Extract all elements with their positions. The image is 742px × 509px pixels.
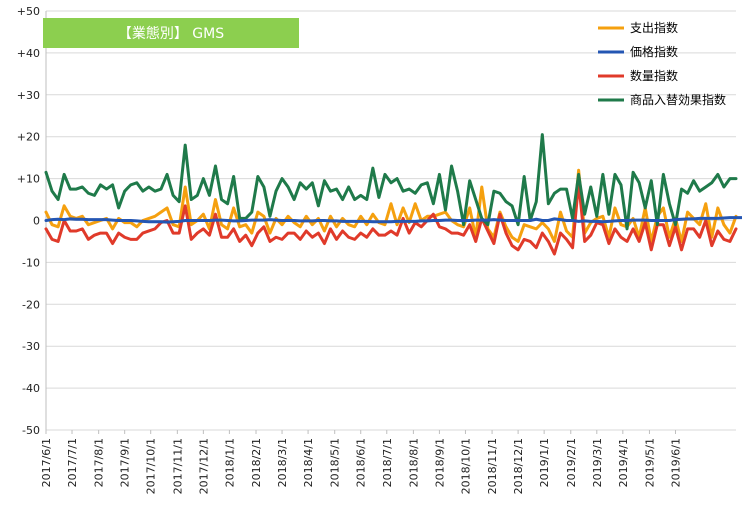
x-tick-label: 2018/10/1: [459, 438, 472, 494]
y-tick-label: 0: [33, 215, 40, 228]
x-tick-label: 2018/5/1: [329, 438, 342, 487]
x-tick-label: 2018/3/1: [276, 438, 289, 487]
chart-title-box: 【業態別】 GMS: [43, 18, 299, 48]
x-tick-label: 2019/1/1: [538, 438, 551, 487]
x-tick-label: 2017/6/1: [40, 438, 53, 487]
y-tick-label: +40: [17, 47, 40, 60]
x-tick-label: 2018/7/1: [381, 438, 394, 487]
y-tick-label: +20: [17, 131, 40, 144]
x-tick-label: 2017/12/1: [197, 438, 210, 494]
x-tick-label: 2017/10/1: [145, 438, 158, 494]
y-tick-label: -30: [22, 340, 40, 353]
x-tick-label: 2019/5/1: [643, 438, 656, 487]
y-tick-label: +50: [17, 5, 40, 18]
x-tick-label: 2017/8/1: [93, 438, 106, 487]
legend-label: 数量指数: [630, 68, 678, 83]
x-tick-label: 2019/3/1: [591, 438, 604, 487]
series-line-0: [44, 168, 738, 243]
y-tick-label: +10: [17, 173, 40, 186]
x-tick-label: 2018/2/1: [250, 438, 263, 487]
gridlines: [46, 10, 736, 431]
x-tick-label: 2018/4/1: [302, 438, 315, 487]
y-tick-label: +30: [17, 89, 40, 102]
chart-title-background: [43, 18, 299, 48]
y-tick-label: -50: [22, 424, 40, 437]
x-tick-label: 2018/12/1: [512, 438, 525, 494]
series-line-1: [44, 216, 742, 224]
y-tick-label: -40: [22, 382, 40, 395]
x-tick-label: 2018/9/1: [433, 438, 446, 487]
y-tick-label: -20: [22, 298, 40, 311]
legend-label: 価格指数: [630, 44, 678, 59]
chart-title: 【業態別】 GMS: [118, 26, 224, 42]
x-tick-label: 2017/11/1: [171, 438, 184, 494]
x-tick-label: 2017/7/1: [66, 438, 79, 487]
series-line-3: [44, 133, 738, 231]
x-tick-label: 2019/4/1: [617, 438, 630, 487]
x-tick-label: 2018/11/1: [486, 438, 499, 494]
y-tick-label: -10: [22, 256, 40, 269]
x-tick-label: 2018/1/1: [223, 438, 236, 487]
series-lines: [44, 133, 742, 256]
x-tick-label: 2017/9/1: [119, 438, 132, 487]
legend-label: 商品入替効果指数: [630, 92, 726, 107]
x-tick-label: 2018/6/1: [355, 438, 368, 487]
x-tick-label: 2019/2/1: [565, 438, 578, 487]
legend-label: 支出指数: [630, 20, 678, 35]
x-tick-label: 2019/6/1: [669, 438, 682, 487]
x-tick-label: 2018/8/1: [407, 438, 420, 487]
